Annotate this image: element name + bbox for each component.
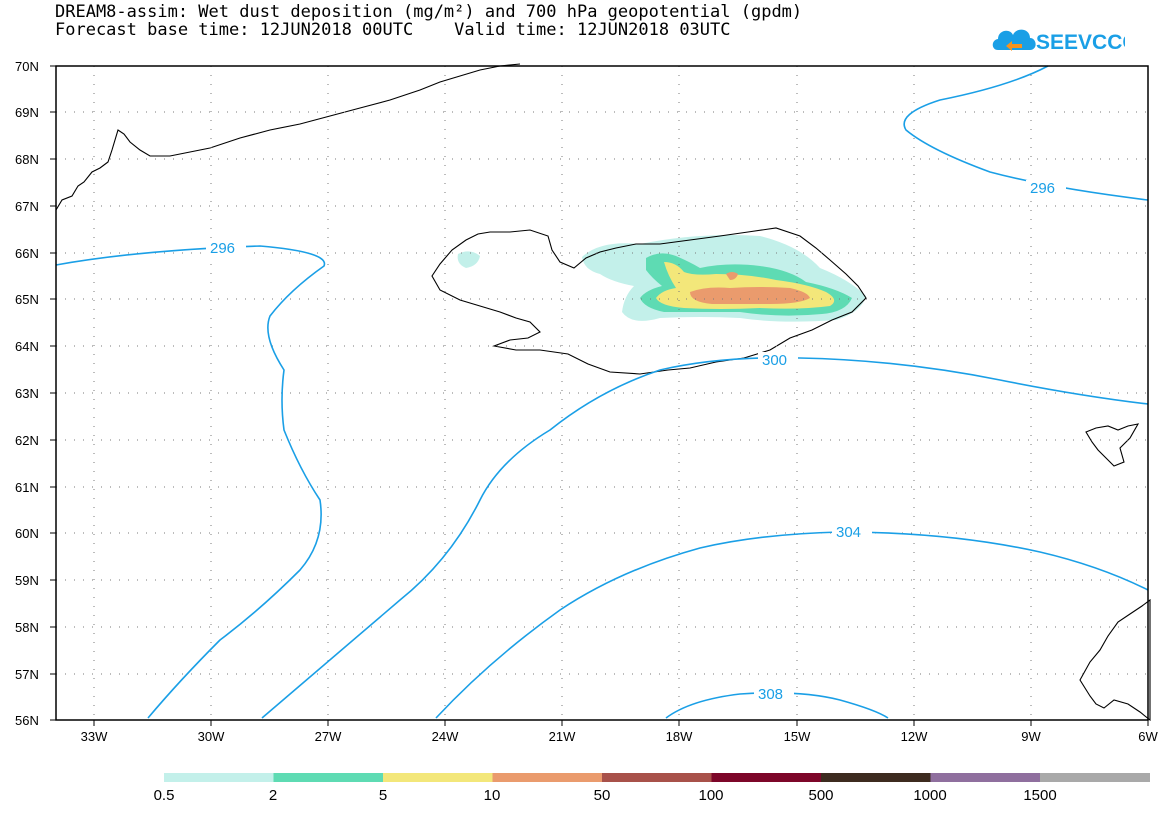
contour-label: 304 (836, 524, 861, 541)
colorbar-segment (273, 773, 384, 782)
scotland-coast (1079, 598, 1151, 722)
lat-label: 70N (15, 59, 39, 74)
lon-label: 30W (198, 729, 225, 744)
contour-304 (435, 531, 1149, 719)
contour-label: 296 (1030, 180, 1055, 197)
colorbar-segment (492, 773, 603, 782)
colorbar-tick: 0.5 (154, 787, 175, 804)
colorbar-segment (602, 773, 712, 782)
lat-label: 58N (15, 620, 39, 635)
lon-label: 24W (432, 729, 459, 744)
colorbar-segment (821, 773, 931, 782)
lon-label: 21W (549, 729, 576, 744)
coastlines (55, 63, 1151, 722)
lon-label: 33W (81, 729, 108, 744)
colorbar-tick: 5 (379, 787, 387, 804)
lat-label: 63N (15, 386, 39, 401)
graticule (56, 66, 1148, 720)
colorbar-ticks: 0.5 2 5 10 50 100 500 1000 1500 (154, 787, 1057, 804)
faroe-coast (1085, 423, 1140, 467)
lon-label: 6W (1138, 729, 1158, 744)
contour-296-west (55, 245, 326, 719)
lat-label: 61N (15, 480, 39, 495)
contour-label: 308 (758, 686, 783, 703)
lon-label: 9W (1021, 729, 1041, 744)
deposition-10-spot (726, 272, 738, 280)
colorbar-tick: 100 (698, 787, 723, 804)
colorbar-tick: 10 (484, 787, 501, 804)
latitude-axis: 70N 69N 68N 67N 66N 65N 64N 63N 62N 61N … (15, 59, 56, 728)
lon-label: 18W (666, 729, 693, 744)
deposition-0.5-area-west (457, 251, 480, 268)
colorbar (164, 773, 1150, 782)
greenland-coast (55, 63, 521, 211)
cloud-icon (992, 29, 1036, 50)
colorbar-tick: 500 (808, 787, 833, 804)
colorbar-segment (711, 773, 822, 782)
lat-label: 57N (15, 667, 39, 682)
forecast-time-line: Forecast base time: 12JUN2018 00UTC Vali… (55, 20, 731, 40)
lat-label: 67N (15, 199, 39, 214)
colorbar-tick: 50 (594, 787, 611, 804)
lat-label: 68N (15, 152, 39, 167)
lat-label: 66N (15, 246, 39, 261)
colorbar-tick: 1500 (1023, 787, 1056, 804)
colorbar-segment (930, 773, 1041, 782)
lat-label: 59N (15, 573, 39, 588)
lat-label: 69N (15, 105, 39, 120)
lat-label: 62N (15, 433, 39, 448)
geopotential-contours (55, 65, 1149, 719)
map-title: DREAM8-assim: Wet dust deposition (mg/m²… (55, 2, 803, 22)
colorbar-tick: 2 (269, 787, 277, 804)
contour-300 (261, 356, 1149, 719)
lon-label: 15W (784, 729, 811, 744)
lon-label: 27W (315, 729, 342, 744)
longitude-axis: 33W 30W 27W 24W 21W 18W 15W 12W 9W 6W (81, 720, 1158, 744)
contour-296-east (903, 65, 1149, 201)
contour-labels: 296 296 300 304 308 (206, 180, 1066, 703)
seevccc-logo: SEEVCCC (992, 29, 1125, 54)
logo-text: SEEVCCC (1036, 31, 1125, 54)
colorbar-tick: 1000 (913, 787, 946, 804)
map-frame (55, 65, 1149, 721)
deposition-10-area (690, 287, 810, 304)
contour-label: 300 (762, 352, 787, 369)
contour-label: 296 (210, 240, 235, 257)
colorbar-segment (383, 773, 493, 782)
lat-label: 60N (15, 526, 39, 541)
dust-deposition-shading (457, 235, 866, 322)
lon-label: 12W (901, 729, 928, 744)
iceland-coast (431, 227, 867, 375)
colorbar-segment (1040, 773, 1150, 782)
lat-label: 64N (15, 339, 39, 354)
lat-label: 65N (15, 292, 39, 307)
colorbar-segment (164, 773, 274, 782)
lat-label: 56N (15, 713, 39, 728)
